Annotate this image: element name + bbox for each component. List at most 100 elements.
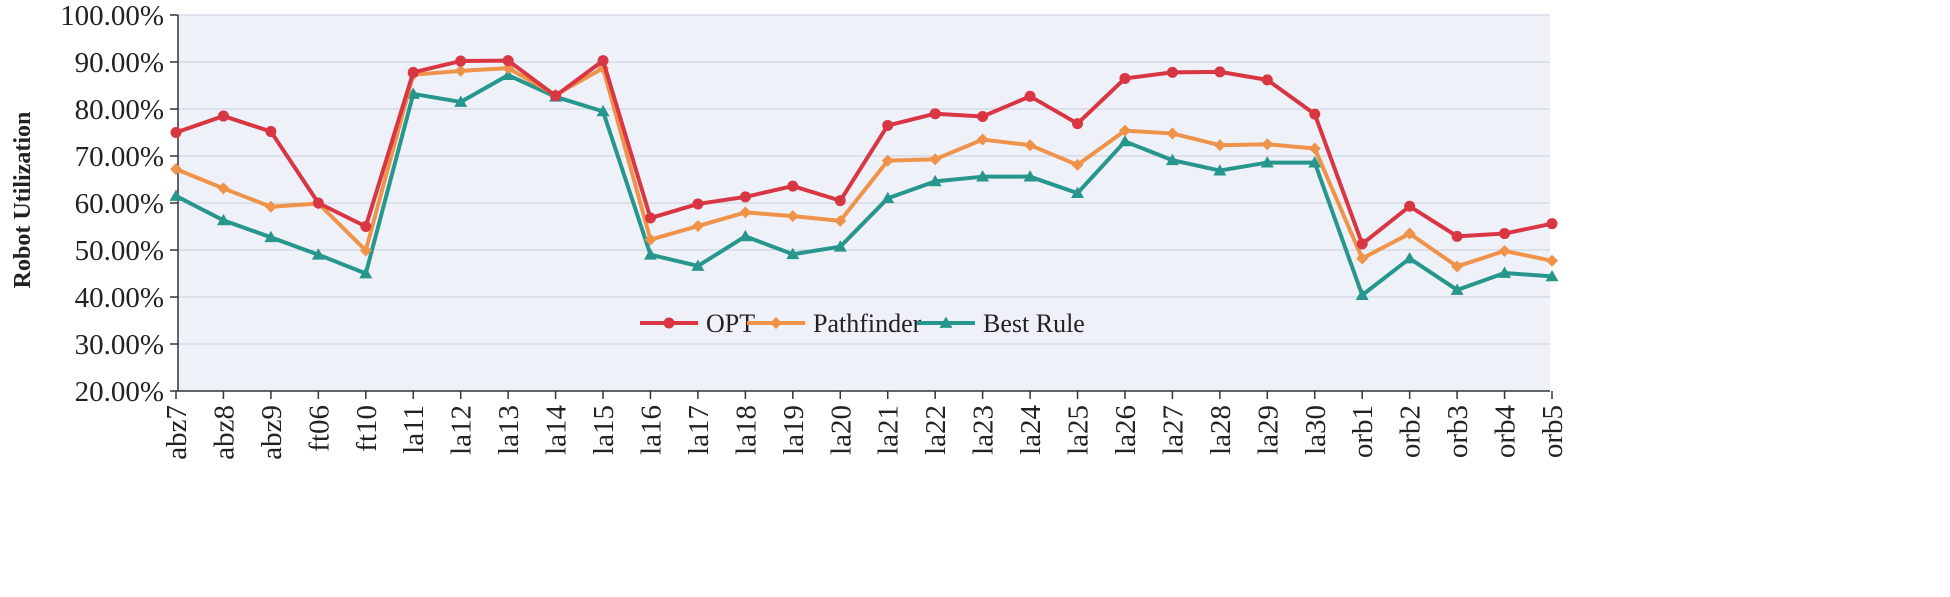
data-point-opt	[977, 111, 989, 123]
data-point-best-rule	[501, 68, 515, 81]
x-tick-label: la17	[683, 405, 715, 455]
legend-marker-best-rule	[939, 316, 953, 328]
data-point-best-rule	[1498, 266, 1512, 278]
data-point-pathfinder	[1118, 124, 1131, 137]
legend: OPT Pathfinder Best Rule	[640, 309, 1085, 338]
x-tick-label: la19	[778, 405, 810, 455]
data-point-best-rule	[691, 259, 705, 271]
x-tick-label: la25	[1063, 405, 1095, 455]
data-point-opt	[502, 55, 514, 67]
data-point-pathfinder	[881, 154, 894, 167]
y-tick-label: 80.00%	[75, 94, 164, 126]
y-tick-label: 30.00%	[75, 329, 164, 361]
data-point-best-rule	[1071, 186, 1085, 199]
data-point-best-rule	[833, 240, 847, 252]
y-tick-label: 20.00%	[75, 376, 164, 408]
data-point-opt	[1309, 108, 1321, 120]
data-point-best-rule	[881, 191, 895, 204]
data-point-opt	[1166, 66, 1178, 78]
legend-marker-opt	[663, 317, 675, 329]
data-point-pathfinder	[359, 244, 372, 257]
data-point-opt	[455, 55, 467, 67]
x-tick-label: la13	[493, 405, 525, 455]
y-axis-label: Robot Utilization	[10, 112, 36, 289]
x-tick-label: ft10	[351, 405, 383, 452]
data-point-opt	[644, 212, 656, 224]
legend-marker-pathfinder	[770, 317, 782, 329]
x-tick-label: la12	[446, 405, 478, 455]
data-point-pathfinder	[1356, 252, 1369, 265]
data-point-opt	[312, 197, 324, 209]
data-point-best-rule	[216, 213, 230, 226]
x-tick-label: la20	[825, 405, 857, 455]
data-point-best-rule	[359, 267, 373, 279]
data-point-best-rule	[1213, 164, 1227, 176]
data-point-pathfinder	[691, 220, 704, 233]
x-tick-label: orb2	[1395, 405, 1427, 458]
data-point-best-rule	[311, 248, 325, 260]
data-point-best-rule	[1545, 269, 1559, 282]
y-tick-labels: 20.00% 30.00% 40.00% 50.00% 60.00% 70.00% 80.0…	[60, 0, 164, 408]
data-point-pathfinder	[1166, 127, 1179, 140]
data-point-pathfinder	[1498, 244, 1511, 257]
x-tick-label: orb4	[1490, 405, 1522, 459]
data-point-pathfinder	[170, 163, 182, 176]
y-tick-label: 60.00%	[75, 188, 164, 220]
data-point-opt	[882, 119, 894, 131]
data-point-opt	[1119, 72, 1131, 84]
data-point-pathfinder	[644, 233, 657, 246]
legend-item-best-rule: Best Rule	[917, 309, 1085, 338]
data-point-opt	[407, 66, 419, 78]
legend-item-pathfinder: Pathfinder	[747, 309, 922, 338]
x-tick-label: la26	[1110, 405, 1142, 455]
y-tick-label: 70.00%	[75, 141, 164, 173]
data-point-best-rule	[454, 95, 468, 107]
data-point-pathfinder	[1213, 139, 1226, 152]
x-tick-label: la16	[635, 405, 667, 455]
data-point-opt	[597, 55, 609, 67]
y-tick-label: 100.00%	[60, 0, 164, 32]
x-tick-label: abz7	[161, 405, 193, 460]
data-point-best-rule	[738, 229, 752, 242]
x-tick-label: ft06	[303, 405, 335, 452]
data-point-pathfinder	[929, 153, 942, 166]
series-line-opt	[175, 58, 1553, 246]
data-point-best-rule	[1165, 153, 1179, 166]
data-point-pathfinder	[1071, 158, 1084, 171]
series-line-best-rule	[175, 73, 1553, 298]
data-point-best-rule	[1118, 134, 1132, 147]
data-point-pathfinder	[1451, 260, 1464, 273]
y-tick-label: 40.00%	[75, 282, 164, 314]
data-point-opt	[1546, 218, 1558, 230]
y-tick-label: 50.00%	[75, 235, 164, 267]
data-point-best-rule	[1355, 288, 1369, 300]
data-point-opt	[1356, 238, 1368, 250]
x-tick-label: la21	[873, 405, 905, 455]
grid-lines	[170, 14, 1550, 392]
x-tick-label: la15	[588, 405, 620, 455]
data-point-pathfinder	[1308, 142, 1321, 155]
data-point-pathfinder	[264, 200, 277, 213]
legend-label-best-rule: Best Rule	[983, 309, 1085, 338]
data-point-pathfinder	[834, 214, 847, 227]
data-point-pathfinder	[217, 182, 230, 195]
x-tick-label: la30	[1300, 405, 1332, 455]
data-point-opt	[1214, 66, 1226, 78]
data-point-opt	[360, 221, 372, 232]
data-point-opt	[217, 110, 229, 122]
x-tick-label: abz9	[256, 405, 288, 460]
data-point-best-rule	[643, 248, 657, 260]
x-tick-label: la23	[968, 405, 1000, 455]
data-point-best-rule	[786, 247, 800, 260]
data-point-opt	[1499, 228, 1511, 240]
data-point-best-rule	[1023, 170, 1037, 182]
data-point-opt	[1451, 230, 1463, 242]
series-best-rule	[169, 68, 1559, 300]
legend-label-pathfinder: Pathfinder	[813, 309, 922, 338]
data-point-best-rule	[406, 87, 420, 99]
data-point-opt	[550, 90, 562, 102]
x-tick-label: la24	[1015, 405, 1047, 455]
data-point-pathfinder	[1546, 254, 1558, 267]
x-tick-label: orb3	[1442, 405, 1474, 458]
